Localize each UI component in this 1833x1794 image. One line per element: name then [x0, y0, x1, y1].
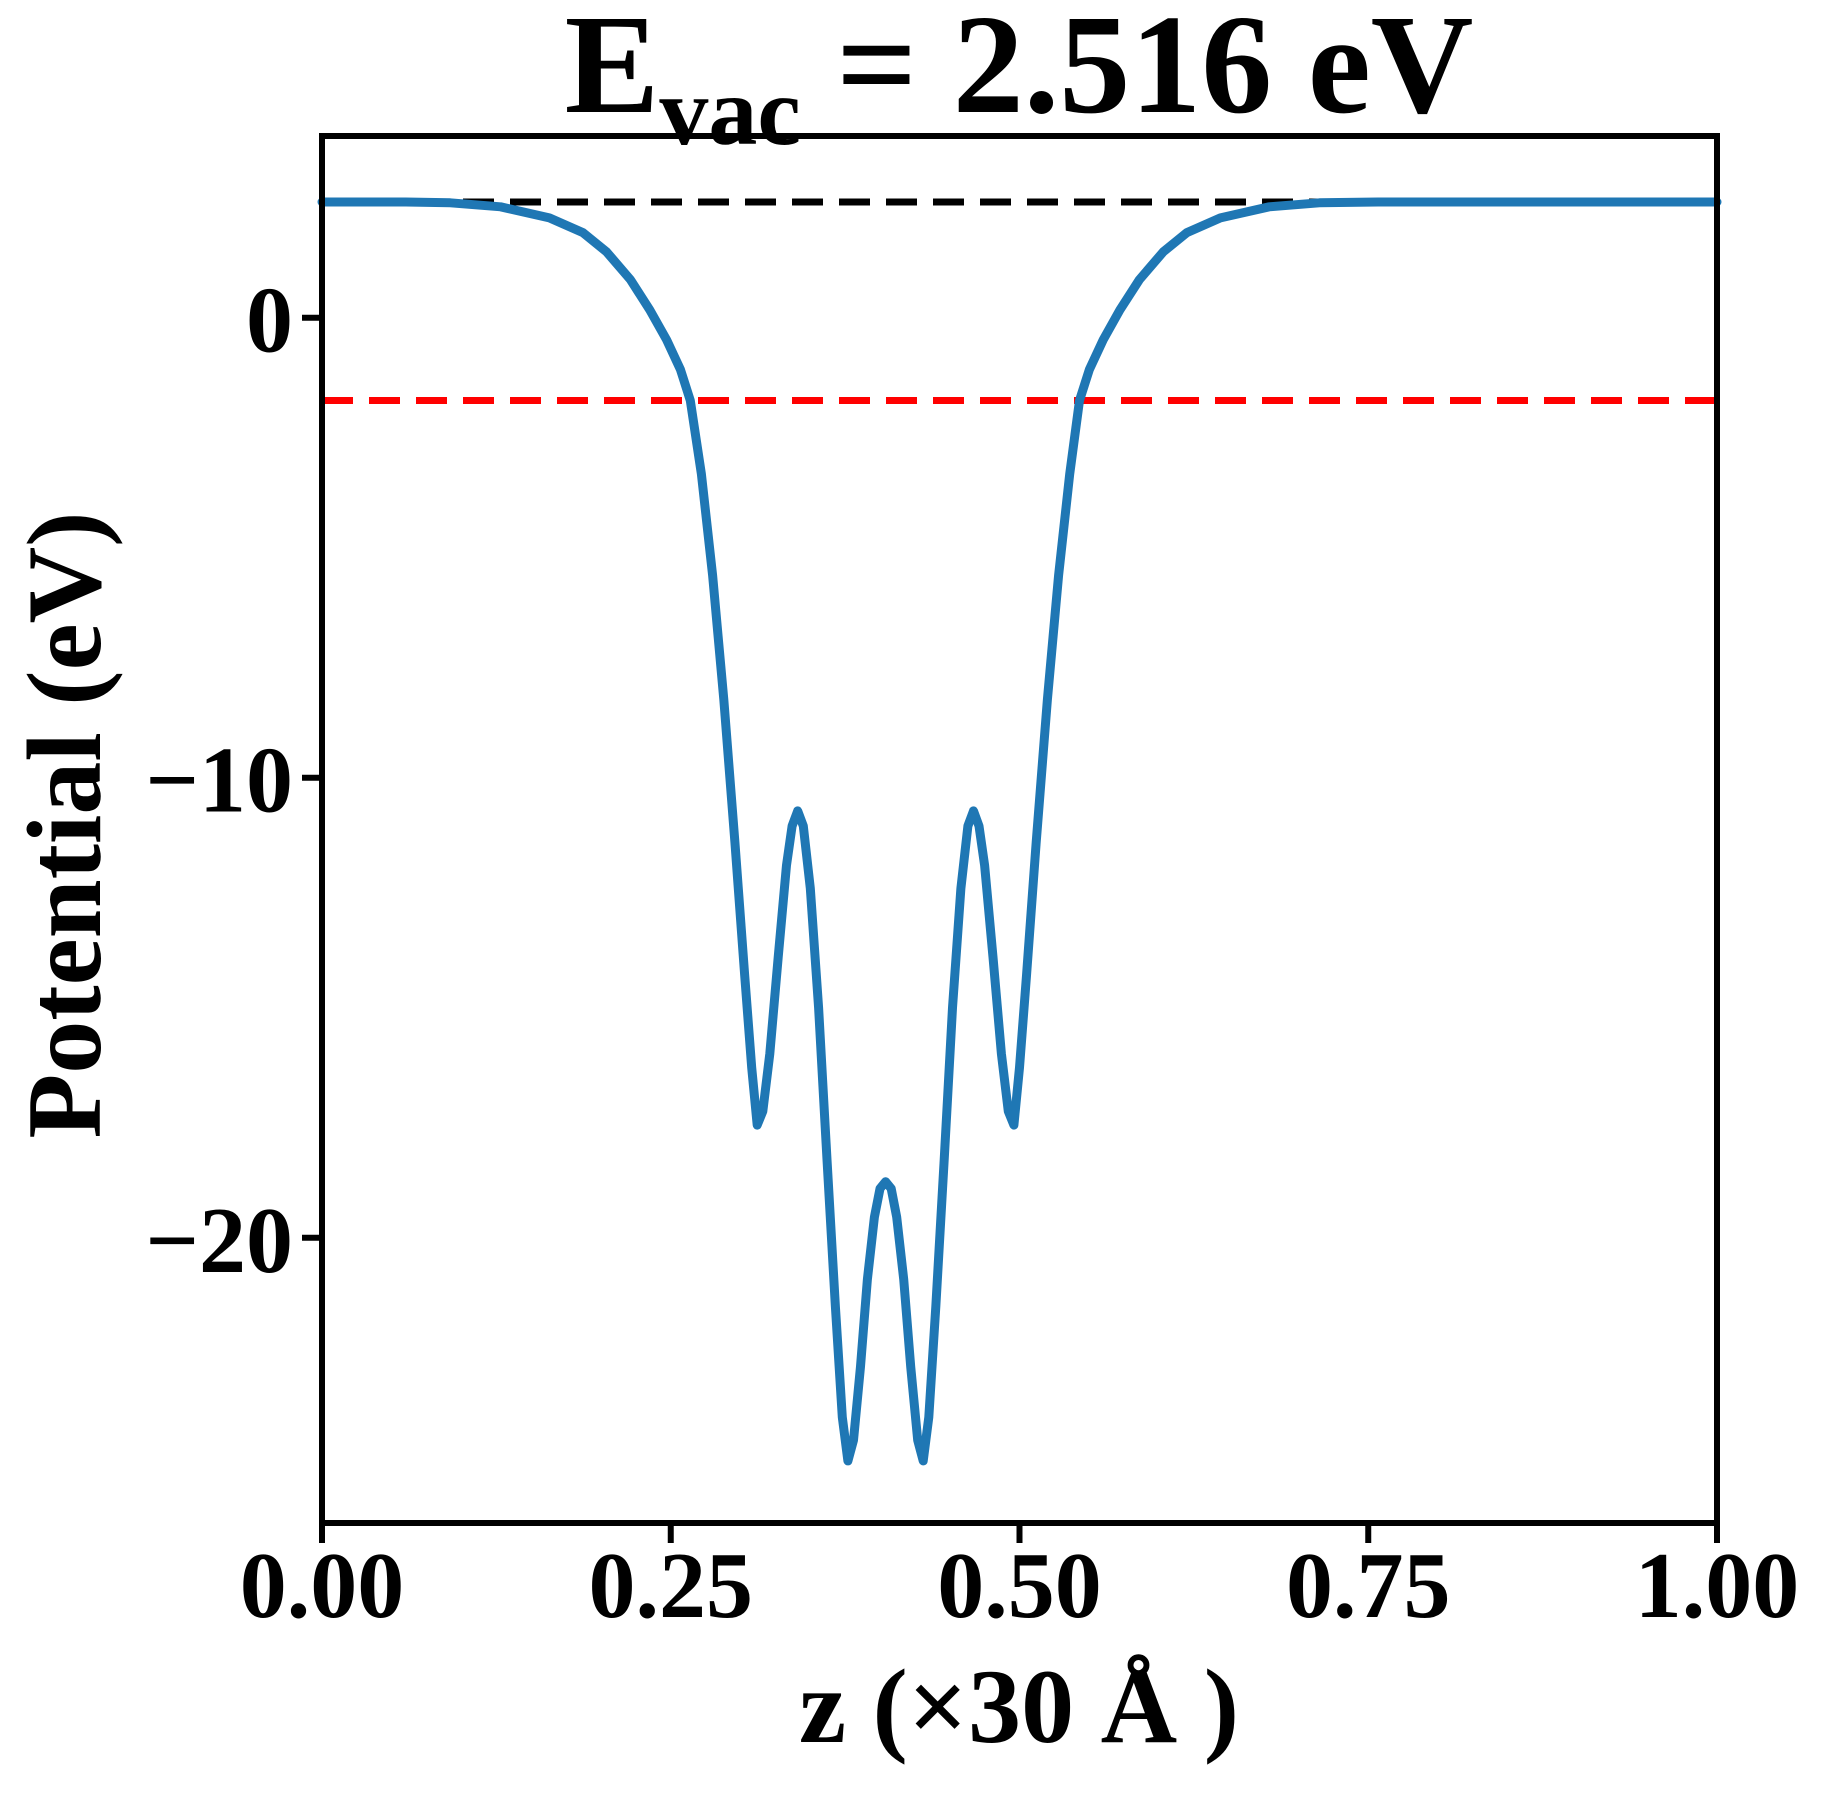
- axes-frame: [319, 133, 1720, 1526]
- y-tick-label: 0: [246, 269, 293, 373]
- y-tick-label: −20: [145, 1189, 293, 1293]
- x-tick-label: 0.00: [240, 1534, 405, 1638]
- x-tick-label: 0.75: [1286, 1534, 1451, 1638]
- chart-title: Evac = 2.516 eV: [565, 0, 1474, 166]
- title-subscript: vac: [659, 58, 801, 166]
- x-axis-label: z (×30 Å ): [799, 1648, 1239, 1765]
- x-tick-label: 1.00: [1635, 1534, 1800, 1638]
- x-tick-label: 0.50: [937, 1534, 1102, 1638]
- title-suffix: = 2.516 eV: [801, 0, 1474, 143]
- x-tick-label: 0.25: [589, 1534, 754, 1638]
- chart-layer: 0.00 0.25 0.50 0.75 1.00 0 −10 −20: [145, 133, 1800, 1638]
- y-axis-label: Potential (eV): [6, 512, 123, 1139]
- title-prefix: E: [565, 0, 660, 143]
- curve-planar-averaged-potential: [317, 197, 1722, 1466]
- y-tick-label: −10: [145, 729, 293, 833]
